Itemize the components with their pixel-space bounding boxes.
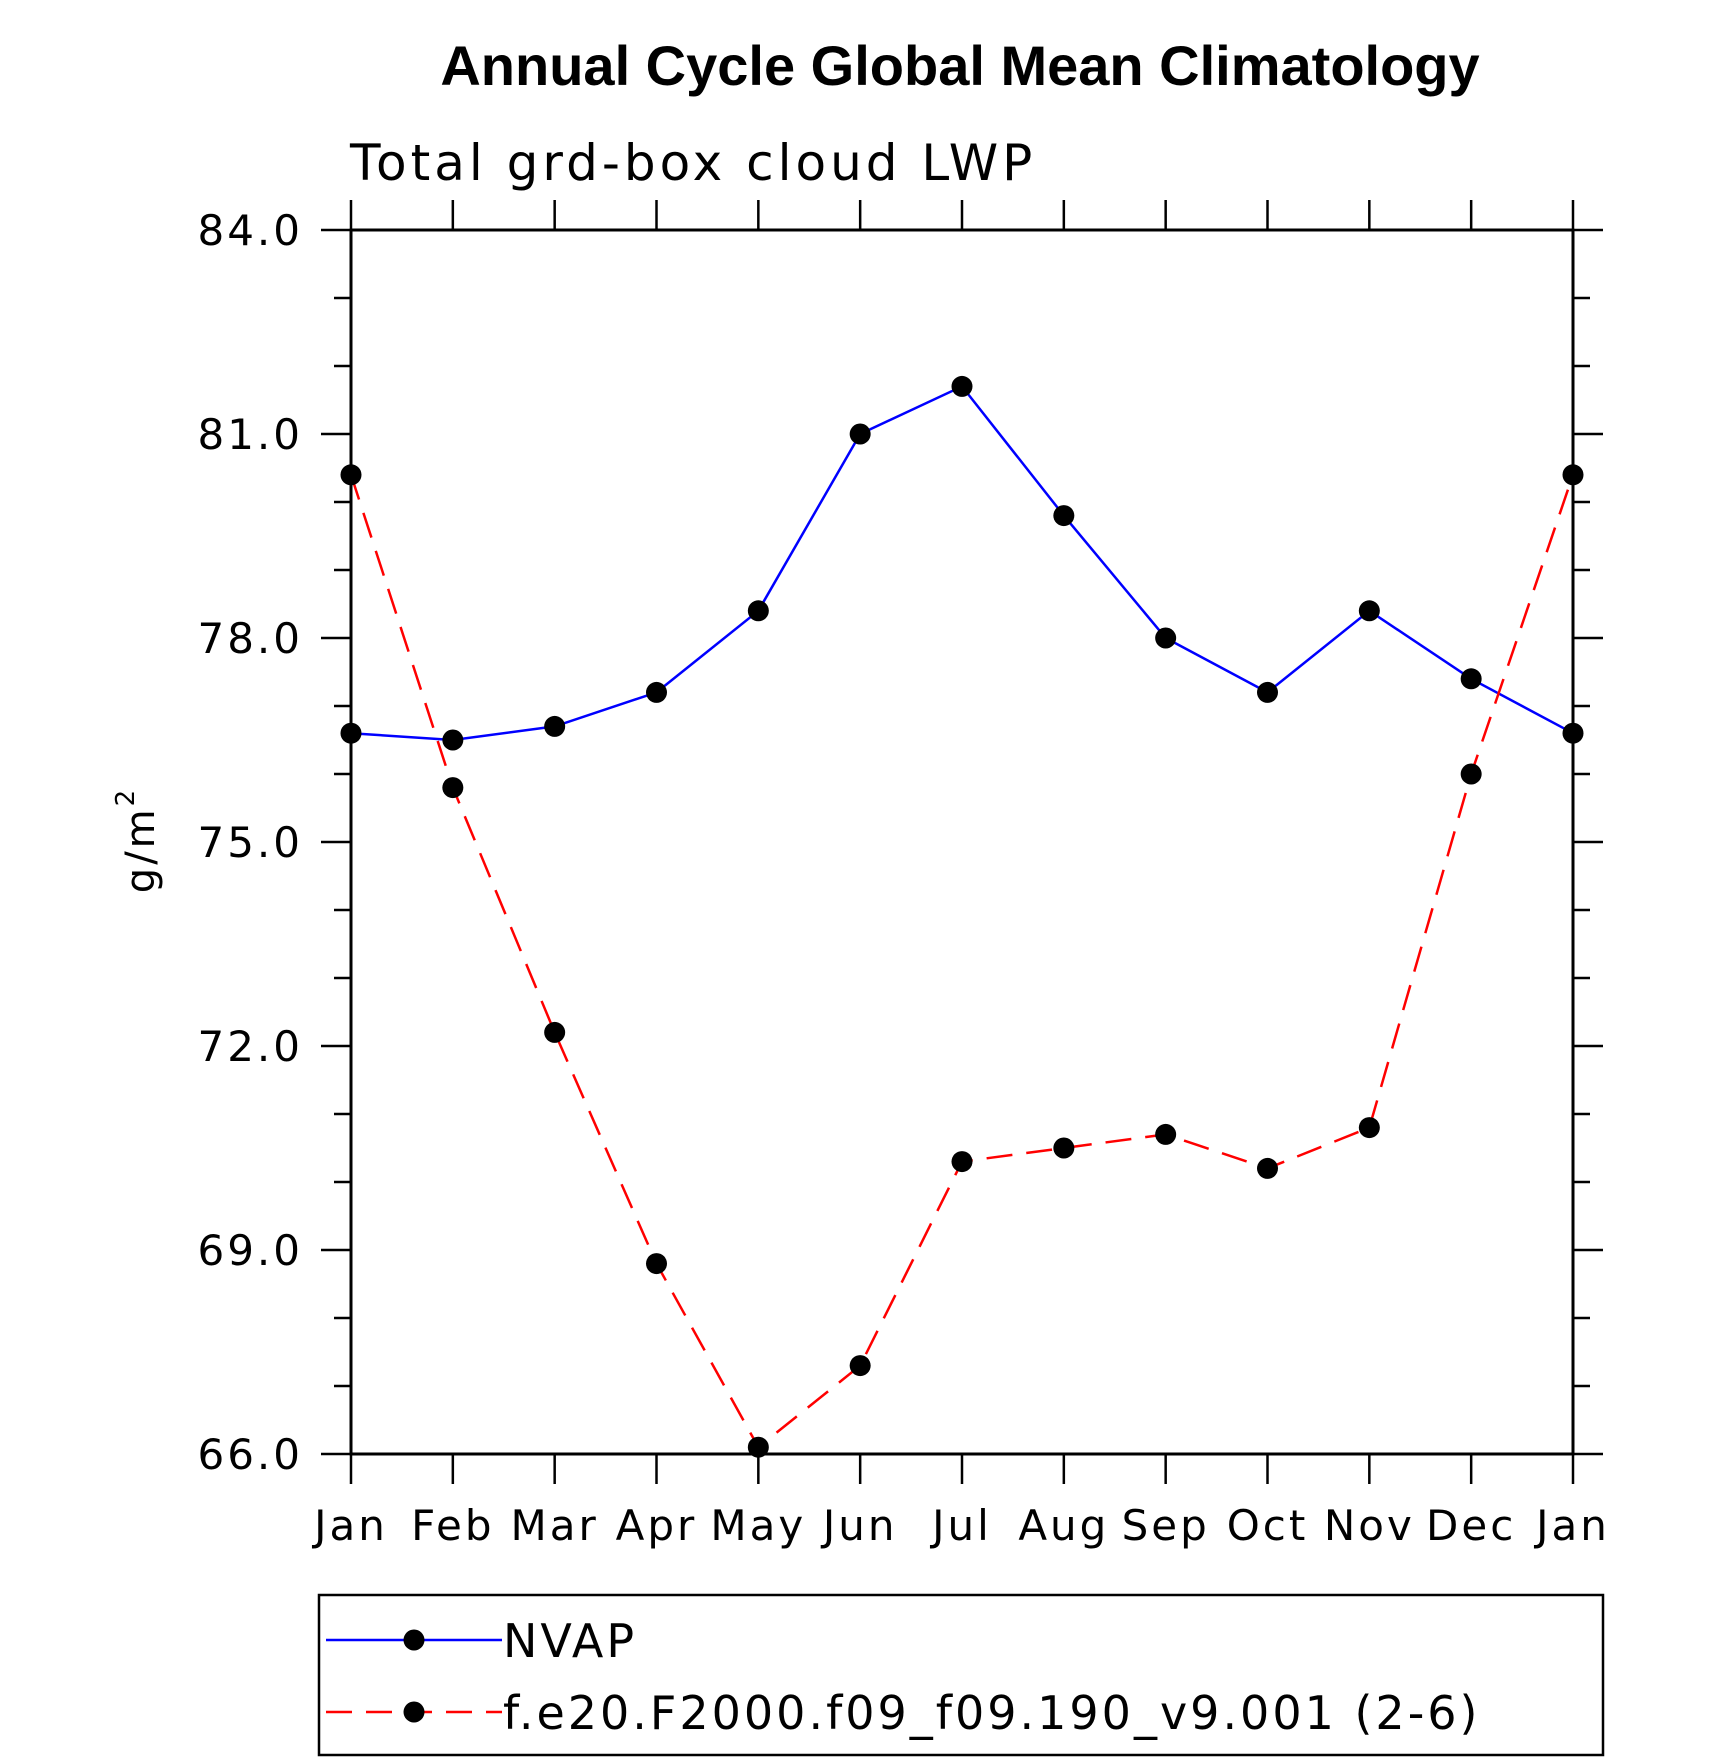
series-1-point — [1562, 722, 1584, 744]
y-axis-label: g/m2 — [111, 787, 164, 893]
series-1-point — [544, 715, 566, 737]
series-1-point — [1155, 627, 1177, 649]
series-2-point — [747, 1436, 769, 1458]
y-axis-label-text: g/m — [118, 806, 164, 893]
y-tick-label: 78.0 — [197, 614, 303, 663]
series-1-point — [951, 375, 973, 397]
series-2-point — [1257, 1157, 1278, 1179]
y-tick-label: 69.0 — [197, 1226, 303, 1275]
series-1-point — [1257, 681, 1278, 703]
legend-label-1: NVAP — [503, 1614, 637, 1668]
x-tick-label: Dec — [1426, 1501, 1516, 1550]
series-2-point — [1053, 1137, 1075, 1159]
y-tick-label: 66.0 — [197, 1430, 303, 1479]
series-line-1 — [350, 384, 1574, 742]
x-tick-label: Jan — [1533, 1501, 1610, 1550]
legend-marker-1 — [403, 1629, 425, 1651]
chart-title: Annual Cycle Global Mean Climatology — [440, 34, 1479, 97]
x-tick-label: Aug — [1018, 1501, 1109, 1550]
series-1-point — [1053, 505, 1075, 527]
series-layer — [340, 375, 1584, 1458]
series-2-point — [1155, 1123, 1177, 1145]
legend-box — [317, 1593, 1605, 1757]
y-axis-label-group: g/m2 — [111, 787, 164, 893]
y-tick-label: 84.0 — [197, 206, 303, 255]
series-1-point — [442, 729, 464, 751]
series-2-point — [646, 1253, 667, 1275]
x-tick-label: Jul — [929, 1501, 992, 1550]
y-tick-label: 81.0 — [197, 410, 303, 459]
series-1-point — [646, 681, 667, 703]
series-1-point — [747, 600, 769, 622]
x-tick-label: Sep — [1122, 1501, 1210, 1550]
x-tick-label: Mar — [511, 1501, 599, 1550]
plot-frame — [349, 228, 1575, 1456]
series-2-point — [340, 464, 362, 486]
series-line-2 — [349, 474, 1575, 1450]
legend-marker-2 — [403, 1701, 425, 1723]
y-tick-label: 75.0 — [197, 818, 303, 867]
series-1-point — [1460, 668, 1482, 690]
series-2-point — [951, 1151, 973, 1173]
series-2-point — [544, 1021, 566, 1043]
axes: 66.0 69.0 72.0 75.0 78.0 81.0 84.0 Jan Feb Mar Apr… — [197, 200, 1610, 1550]
x-tick-label: Jan — [311, 1501, 388, 1550]
chart-subtitle: Total grd-box cloud LWP — [349, 134, 1036, 192]
series-2-point — [1562, 464, 1584, 486]
x-tick-label: Nov — [1324, 1501, 1415, 1550]
x-tick-label: Feb — [411, 1501, 494, 1550]
series-1-point — [1358, 600, 1380, 622]
series-1-point — [849, 423, 871, 445]
legend: NVAP f.e20.F2000.f09_f09.190_v9.001 (2-6) — [317, 1593, 1605, 1757]
legend-label-2: f.e20.F2000.f09_f09.190_v9.001 (2-6) — [503, 1686, 1481, 1740]
x-tick-label: Jun — [820, 1501, 898, 1550]
series-2-point — [1460, 763, 1482, 785]
series-1-point — [340, 722, 362, 744]
x-tick-label: May — [710, 1501, 806, 1550]
series-2-point — [442, 777, 464, 799]
y-axis-label-superscript: 2 — [111, 787, 141, 807]
x-tick-label: Oct — [1227, 1501, 1309, 1550]
x-tick-label: Apr — [616, 1501, 698, 1550]
y-tick-label: 72.0 — [197, 1022, 303, 1071]
series-2-point — [1358, 1117, 1380, 1139]
series-2-point — [849, 1355, 871, 1377]
